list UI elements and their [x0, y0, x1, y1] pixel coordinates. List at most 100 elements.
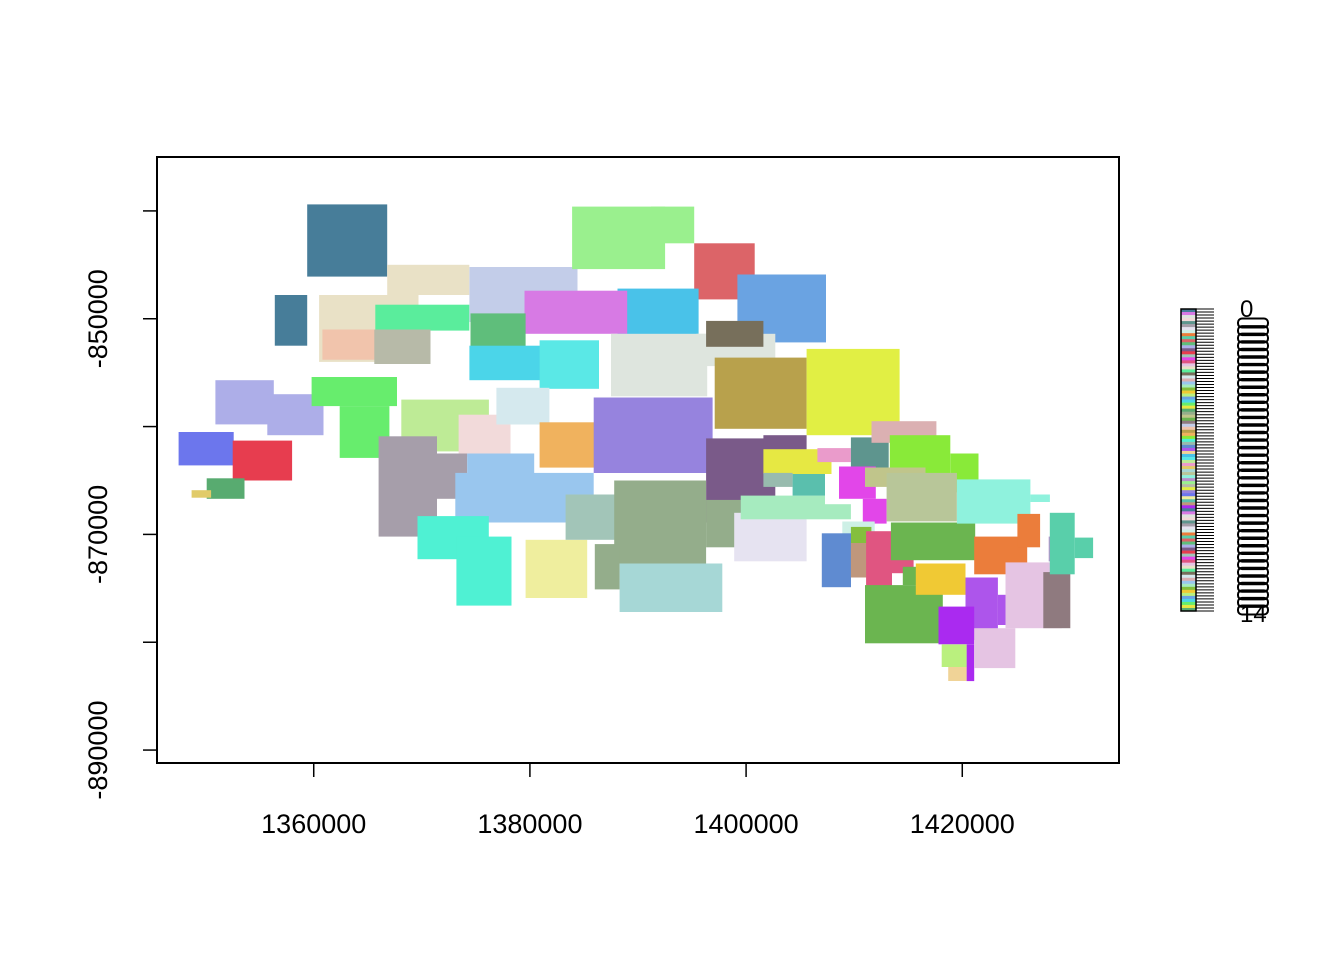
legend-label-glyph-20 [1237, 461, 1269, 472]
legend-label-glyph-29 [1237, 528, 1269, 540]
legend-swatch-97 [1181, 601, 1196, 606]
legend-swatch-59 [1181, 487, 1196, 491]
legend-swatch-4 [1181, 321, 1196, 325]
map-region-86 [1049, 512, 1075, 575]
map-region-14 [470, 313, 526, 352]
legend-swatch-96 [1181, 598, 1196, 603]
legend-swatch-68 [1181, 514, 1196, 518]
map-region-66 [821, 533, 851, 588]
legend-swatch-11 [1181, 342, 1196, 346]
map-region-80 [938, 606, 975, 645]
legend-label-glyph-4 [1237, 340, 1269, 352]
legend-swatch-93 [1181, 589, 1196, 594]
legend-swatch-60 [1181, 490, 1196, 494]
legend-swatch-33 [1181, 408, 1196, 412]
map-region-70 [890, 522, 976, 561]
legend-swatch-32 [1181, 405, 1196, 409]
legend-label-glyph-31 [1237, 544, 1269, 556]
legend-swatch-50 [1181, 460, 1196, 464]
legend-swatch-16 [1181, 357, 1196, 361]
legend-swatch-76 [1181, 538, 1196, 542]
legend-swatch-21 [1181, 372, 1196, 376]
legend-swatch-62 [1181, 496, 1196, 500]
legend-swatch-55 [1181, 475, 1196, 479]
legend-labels: 0 14 [1237, 296, 1269, 628]
map-region-6 [651, 206, 695, 244]
legend-swatch-85 [1181, 565, 1196, 570]
y-tick-label-0: -850000 [83, 269, 113, 368]
legend-swatch-94 [1181, 592, 1196, 597]
legend-label-glyph-5 [1237, 347, 1269, 359]
legend-swatch-75 [1181, 535, 1196, 539]
legend-label-glyph-14 [1237, 415, 1269, 427]
x-tick-label-1: 1380000 [477, 809, 582, 839]
legend-swatch-27 [1181, 390, 1196, 394]
legend-swatch-64 [1181, 502, 1196, 506]
map-region-5 [572, 206, 666, 270]
legend-swatch-71 [1181, 523, 1196, 527]
legend-label-glyph-9 [1237, 377, 1269, 389]
legend-swatch-65 [1181, 505, 1196, 509]
map-region-58 [763, 472, 793, 487]
legend-swatch-58 [1181, 484, 1196, 488]
legend-swatch-81 [1181, 553, 1196, 557]
legend-swatch-47 [1181, 450, 1196, 455]
map-region-88 [941, 644, 967, 667]
legend-label-glyph-27 [1237, 513, 1269, 525]
map-region-21 [806, 348, 900, 436]
legend-swatch-78 [1181, 544, 1196, 548]
legend-swatch-25 [1181, 384, 1196, 388]
x-tick-label-0: 1360000 [261, 809, 366, 839]
map-region-20 [714, 357, 807, 429]
legend-label-glyph-13 [1237, 408, 1269, 420]
legend-swatch-46 [1181, 447, 1196, 452]
map-region-41 [206, 478, 245, 499]
legend-swatch-90 [1181, 580, 1196, 585]
y-tick-label-2: -890000 [83, 701, 113, 800]
y-axis: -850000 -870000 -890000 [83, 210, 157, 800]
legend-swatch-18 [1181, 363, 1196, 367]
map-region-28 [496, 387, 550, 425]
legend-swatch-15 [1181, 354, 1196, 358]
legend-swatch-13 [1181, 348, 1196, 352]
legend-ticks [1196, 308, 1214, 612]
legend-label-glyph-33 [1237, 559, 1269, 571]
legend-swatch-31 [1181, 402, 1196, 406]
legend-label-glyph-3 [1237, 332, 1269, 344]
legend-swatch-63 [1181, 499, 1196, 503]
legend-swatch-98 [1181, 604, 1196, 609]
legend-swatch-43 [1181, 438, 1196, 443]
legend-swatch-3 [1181, 318, 1196, 322]
map-region-10 [524, 290, 628, 334]
map-region-22 [215, 380, 274, 425]
legend-swatch-80 [1181, 550, 1196, 554]
legend-label-glyph-25 [1237, 498, 1269, 510]
legend-swatch-83 [1181, 559, 1196, 563]
legend-label-glyph-23 [1237, 483, 1269, 495]
map-region-13 [374, 329, 431, 364]
legend-label-glyph-11 [1237, 393, 1269, 405]
legend-label-glyph-6 [1237, 355, 1269, 367]
legend-label-glyph-30 [1237, 536, 1269, 548]
legend-swatch-23 [1181, 378, 1196, 382]
map-region-76 [1017, 513, 1041, 548]
map-region-40 [232, 440, 293, 481]
legend-swatch-2 [1181, 315, 1196, 319]
legend-swatch-79 [1181, 547, 1196, 551]
legend-label-glyph-8 [1237, 370, 1269, 382]
legend-swatch-74 [1181, 532, 1196, 536]
legend-swatch-92 [1181, 586, 1196, 591]
map-region-56 [740, 495, 825, 520]
legend-swatch-72 [1181, 526, 1196, 530]
x-axis: 1360000 1380000 1400000 1420000 [261, 763, 1015, 839]
legend-swatch-89 [1181, 577, 1196, 582]
map-region-59 [792, 474, 825, 496]
map-region-53 [594, 544, 620, 590]
legend-label-glyph-39 [1237, 604, 1269, 616]
legend-label-glyph-18 [1237, 445, 1269, 457]
plot-frame [156, 156, 1120, 764]
x-tick-label-3: 1420000 [910, 809, 1015, 839]
x-tick-label-2: 1400000 [694, 809, 799, 839]
legend-swatch-38 [1181, 423, 1196, 428]
map-region-39 [178, 432, 234, 466]
